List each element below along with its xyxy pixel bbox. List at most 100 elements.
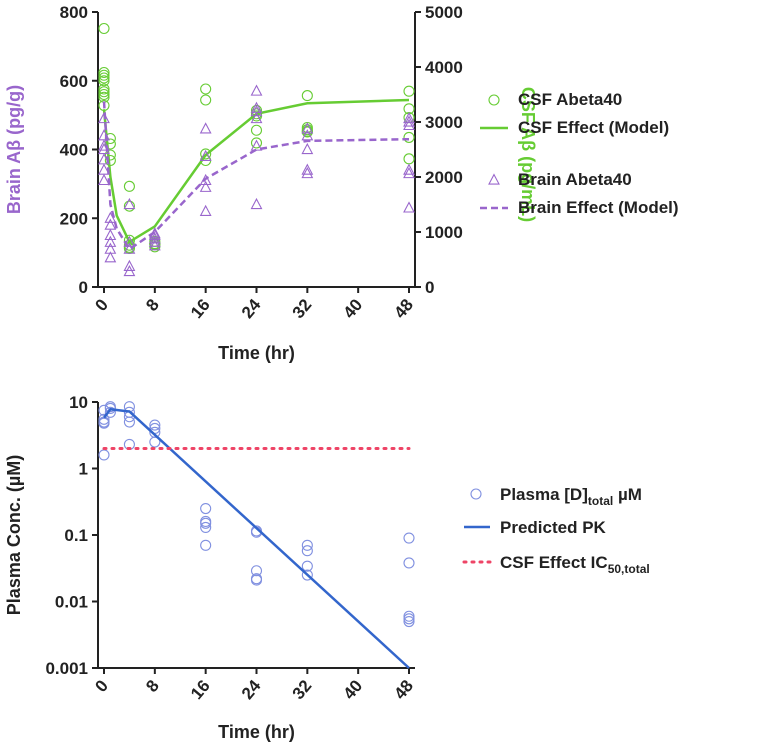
data-point [403,201,415,213]
data-point [98,413,110,425]
x-tick-label: 32 [289,676,316,703]
data-point [98,173,110,186]
right-tick-label: 0 [425,278,434,297]
data-point [104,149,116,161]
data-point [98,86,110,98]
left-tick-label: 0.01 [55,593,88,612]
left-tick-label: 10 [69,393,88,412]
left-axis-title: Brain Aβ (pg/g) [4,85,24,214]
data-point [301,126,313,138]
right-tick-label: 1000 [425,223,463,242]
legend-label-main: Predicted PK [500,518,607,537]
data-point [149,436,161,448]
data-point [98,66,110,79]
right-tick-label: 2000 [425,168,463,187]
data-point [301,163,314,175]
data-point [200,502,212,515]
data-point [301,560,313,572]
data-point [403,153,415,165]
legend-label: CSF Effect (Model) [518,118,669,137]
left-tick-label: 200 [60,209,88,228]
legend-marker [488,173,500,185]
data-point [199,204,212,216]
x-tick-label: 48 [390,676,417,703]
legend-bottom: Plasma [D]total µM Predicted PK CSF Effect… [462,485,650,576]
x-tick-label: 16 [187,295,214,322]
series-predicted-pk [103,407,410,669]
legend-label-suffix: µM [613,485,642,504]
right-tick-label: 4000 [425,58,463,77]
data-point [250,124,263,136]
data-point [403,610,415,622]
data-point [200,148,212,160]
legend-marker [488,94,500,106]
data-point [104,218,117,230]
data-point [98,72,110,84]
data-point [403,115,415,127]
data-point [104,402,116,414]
data-point [301,539,313,551]
data-point [403,163,415,175]
data-point [123,235,136,247]
data-point [403,613,415,625]
legend-label: Brain Effect (Model) [518,198,679,217]
series-brain-effect-model- [102,101,410,251]
data-point [104,228,117,241]
data-point [301,569,313,581]
data-point [200,94,212,106]
data-point [123,416,135,428]
pk-line [103,407,410,669]
data-point [148,232,161,244]
data-point [301,166,314,179]
legend-label-subscript: total [588,494,613,508]
data-point [98,83,110,95]
left-tick-label: 800 [60,3,88,22]
data-point [200,521,212,533]
series-plasma-d- [98,401,415,628]
data-point [301,122,314,134]
legend-marker [470,488,482,500]
data-point [403,111,415,124]
data-point [250,574,263,586]
data-point [98,22,110,35]
data-point [98,75,110,87]
series-csf-abeta40 [98,22,415,255]
right-tick-label: 5000 [425,3,463,22]
data-point [123,200,135,212]
data-point [403,166,415,179]
data-point [301,545,313,557]
data-point [250,105,263,117]
x-axis-title: Time (hr) [218,343,295,363]
legend-label: Predicted PK [500,518,607,537]
legend-label: Plasma [D]total µM [500,485,642,508]
data-point [98,417,110,429]
legend-label-main: CSF Effect IC [500,553,608,572]
data-point [123,180,135,192]
data-point [98,69,110,81]
x-tick-label: 24 [238,295,265,322]
x-tick-label: 8 [142,676,163,695]
data-point [149,419,161,431]
x-tick-label: 48 [390,295,417,322]
x-tick-label: 40 [340,676,367,703]
left-tick-label: 0 [79,278,88,297]
data-point [403,85,415,97]
data-point [250,137,263,149]
data-point [148,235,161,247]
data-point [123,259,136,271]
data-point [148,239,161,251]
x-tick-label: 32 [289,295,316,322]
data-point [403,131,415,143]
model-line [102,98,410,244]
right-tick-label: 3000 [425,113,463,132]
left-tick-label: 1 [79,460,88,479]
data-point [104,251,117,263]
series-csf-effect-model- [102,98,410,244]
data-point [403,557,415,569]
model-line [102,101,410,251]
left-tick-label: 0.001 [45,659,88,678]
data-point [104,235,117,247]
data-point [250,197,263,210]
data-point [250,84,263,96]
